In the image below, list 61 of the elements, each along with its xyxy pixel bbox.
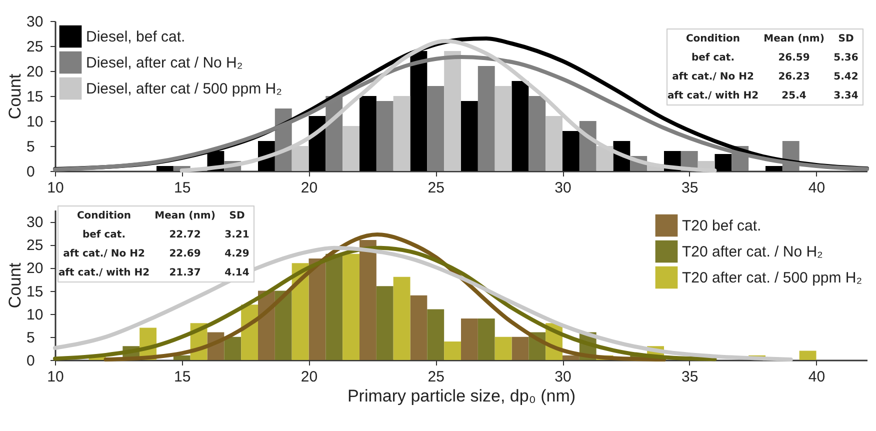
- annotation: 21.37: [169, 268, 201, 278]
- legend-label: Diesel, after cat / No H₂: [86, 54, 243, 72]
- annotation: Condition: [686, 34, 740, 44]
- y-axis-title: Count: [6, 74, 24, 120]
- y-tick-label: 20: [26, 64, 44, 80]
- y-tick-label: 15: [26, 283, 44, 300]
- x-tick-label: 25: [428, 368, 444, 386]
- x-tick-label: 20: [300, 180, 318, 196]
- x-tick-label: 20: [300, 368, 318, 386]
- x-tick-label: 30: [554, 368, 572, 386]
- x-tick-label: 10: [47, 180, 64, 196]
- annotation: bef cat.: [82, 230, 126, 240]
- x-axis-title: Primary particle size, dp₀ (nm): [347, 386, 576, 406]
- annotation: bef cat.: [691, 52, 735, 64]
- x-tick-label: 15: [174, 180, 191, 196]
- annotation: 26.59: [778, 52, 810, 64]
- legend-label: Diesel, bef cat.: [86, 28, 186, 46]
- x-tick-label: 40: [808, 180, 826, 196]
- x-tick-label: 25: [428, 180, 444, 196]
- y-tick-label: 30: [26, 214, 44, 232]
- annotation: aft cat./ No H2: [672, 72, 754, 82]
- annotation: 5.36: [834, 52, 858, 64]
- x-tick-label: 15: [174, 368, 191, 386]
- annotation: aft cat./ with H2: [667, 90, 759, 102]
- annotation: Condition: [76, 210, 132, 222]
- annotation: 25.4: [782, 90, 806, 102]
- y-tick-label: 10: [26, 306, 44, 324]
- annotation: 22.69: [169, 248, 201, 260]
- legend-label: Diesel, after cat / 500 ppm H₂: [86, 80, 282, 98]
- x-tick-label: 30: [554, 180, 572, 196]
- y-tick-label: 15: [26, 88, 44, 106]
- y-tick-label: 5: [26, 329, 35, 346]
- y-tick-label: 20: [26, 260, 44, 278]
- x-tick-label: 40: [808, 368, 826, 386]
- y-tick-label: 25: [26, 38, 44, 56]
- annotation: 4.29: [224, 248, 250, 260]
- annotation: 5.42: [834, 72, 858, 82]
- y-tick-label: 25: [26, 237, 44, 254]
- annotation: 4.14: [224, 268, 250, 278]
- x-tick-label: 10: [47, 368, 64, 386]
- annotation: aft cat./ with H2: [58, 268, 150, 278]
- annotation: SD: [229, 210, 245, 222]
- annotation: Mean (nm): [154, 210, 216, 222]
- legend-label: T20 after cat. / No H₂: [682, 244, 824, 260]
- annotation: 3.34: [834, 90, 858, 102]
- x-tick-label: 35: [682, 368, 698, 386]
- y-tick-label: 10: [26, 114, 44, 130]
- legend-label: T20 after cat. / 500 ppm H₂: [682, 270, 862, 286]
- x-tick-label: 35: [682, 180, 698, 196]
- y-tick-label: 30: [26, 14, 44, 30]
- annotation: Mean (nm): [764, 34, 824, 44]
- annotation: aft cat./ No H2: [63, 248, 145, 260]
- annotation: 22.72: [169, 230, 201, 240]
- y-tick-label: 5: [26, 138, 35, 156]
- y-tick-label: 0: [26, 352, 35, 370]
- y-tick-label: 0: [26, 164, 35, 180]
- annotation: 3.21: [224, 230, 250, 240]
- annotation: SD: [838, 34, 854, 44]
- annotation: 26.23: [778, 72, 810, 82]
- legend-label: T20 bef cat.: [682, 218, 762, 234]
- y-axis-title: Count: [6, 262, 24, 308]
